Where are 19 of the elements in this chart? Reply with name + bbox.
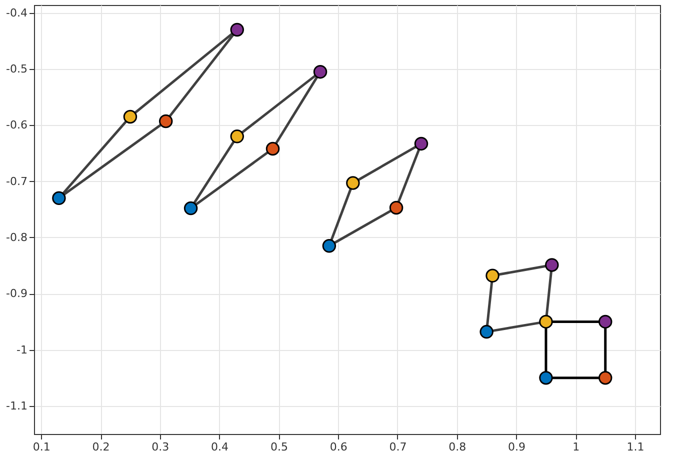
- y-tick-label: -1.1: [6, 399, 28, 412]
- x-tick-label: 0.7: [389, 440, 407, 454]
- y-tick-label: -0.5: [6, 62, 28, 76]
- x-tick-label: 0.1: [32, 440, 50, 454]
- x-tick-label: 0.2: [92, 440, 110, 454]
- y-tick-label: -0.8: [6, 230, 28, 244]
- x-tick-label: 0.6: [330, 440, 348, 454]
- x-tick-label: 1.1: [626, 440, 644, 454]
- x-tick-label: 0.3: [152, 440, 170, 454]
- y-tick-label: -0.4: [6, 6, 28, 20]
- x-tick-label: 0.5: [270, 440, 288, 454]
- y-tick-label: -0.7: [6, 174, 28, 188]
- y-tick-label: -1: [16, 343, 28, 356]
- x-tick-label: 0.9: [508, 440, 526, 454]
- x-tick-label: 1: [572, 440, 580, 454]
- x-tick-label: 0.4: [211, 440, 229, 454]
- y-tick-label: -0.6: [6, 118, 28, 132]
- x-tick-label: 0.8: [448, 440, 466, 454]
- y-tick-label: -0.9: [6, 287, 28, 300]
